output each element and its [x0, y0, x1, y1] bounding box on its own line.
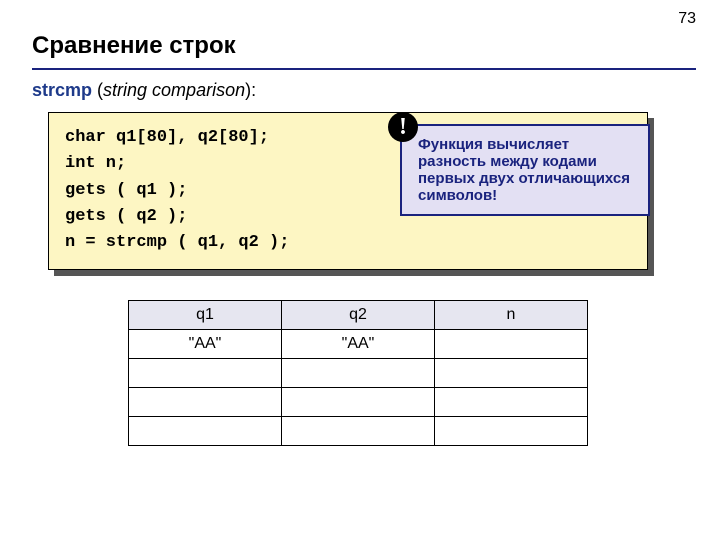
paren-open: ( [92, 80, 103, 100]
cell [129, 359, 282, 388]
table-header-row: q1 q2 n [129, 301, 588, 330]
page-number: 73 [678, 10, 696, 28]
th-q1: q1 [129, 301, 282, 330]
table-row [129, 359, 588, 388]
page-title: Сравнение строк [32, 32, 236, 60]
exclamation-icon: ! [388, 112, 418, 142]
table-row: "AA" "AA" [129, 330, 588, 359]
comparison-table: q1 q2 n "AA" "AA" [128, 300, 588, 446]
subtitle: strcmp (string comparison): [32, 80, 256, 101]
cell [282, 417, 435, 446]
code-line: n = strcmp ( q1, q2 ); [65, 230, 631, 256]
cell: "AA" [129, 330, 282, 359]
table-row [129, 417, 588, 446]
function-desc: string comparison [103, 80, 245, 100]
function-name: strcmp [32, 80, 92, 100]
cell [129, 388, 282, 417]
table-row [129, 388, 588, 417]
cell: "AA" [282, 330, 435, 359]
title-underline [32, 68, 696, 70]
cell [435, 388, 588, 417]
cell [435, 330, 588, 359]
th-q2: q2 [282, 301, 435, 330]
callout-text: Функция вычисляет разность между кодами … [418, 136, 630, 204]
cell [435, 359, 588, 388]
cell [282, 388, 435, 417]
callout-box: ! Функция вычисляет разность между кодам… [400, 124, 650, 216]
cell [129, 417, 282, 446]
cell [435, 417, 588, 446]
th-n: n [435, 301, 588, 330]
cell [282, 359, 435, 388]
paren-close: ): [245, 80, 256, 100]
